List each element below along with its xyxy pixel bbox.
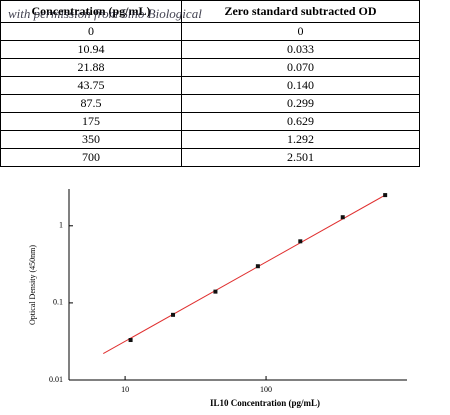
- table-row: 43.75 0.140: [0, 76, 420, 95]
- data-point: [298, 239, 303, 244]
- table-cell: 43.75: [0, 76, 182, 95]
- table-row: 700 2.501: [0, 148, 420, 167]
- y-tick-label: 1: [59, 221, 63, 230]
- x-axis-label: IL10 Concentration (pg/mL): [210, 398, 320, 408]
- data-point: [340, 215, 345, 220]
- y-axis-label: Optical Density (450nm): [28, 245, 37, 325]
- y-tick-label: 0.01: [49, 375, 63, 384]
- data-point: [383, 193, 388, 198]
- x-tick-label: 10: [121, 385, 129, 394]
- fit-line: [103, 194, 386, 355]
- watermark: with permission from Sino Biological: [8, 6, 202, 21]
- data-point: [171, 312, 176, 317]
- x-tick-label: 100: [260, 385, 272, 394]
- data-point: [255, 264, 260, 269]
- table-cell: 2.501: [181, 148, 420, 167]
- table-row: 175 0.629: [0, 112, 420, 131]
- y-tick-label: 0.1: [53, 298, 63, 307]
- data-point: [213, 289, 218, 294]
- data-point: [128, 338, 133, 343]
- data-table: Concentration (pg/mL) Zero standard subt…: [0, 0, 420, 167]
